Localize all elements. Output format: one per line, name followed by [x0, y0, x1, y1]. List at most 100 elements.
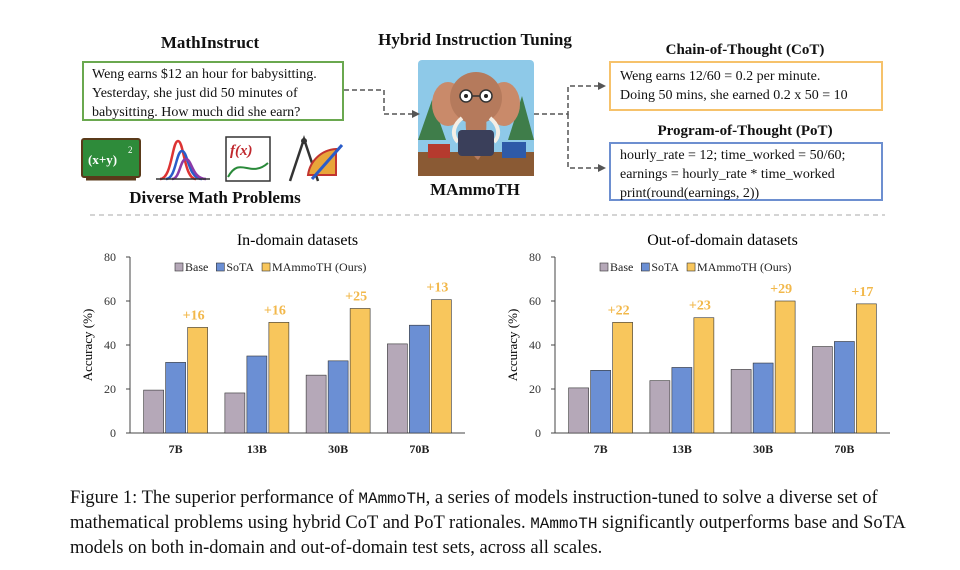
cot-title: Chain-of-Thought (CoT) — [665, 42, 825, 58]
pot-line-2: earnings = hourly_rate * time_worked — [620, 167, 835, 182]
geometry-tools-icon — [288, 135, 344, 182]
math-icons: (x+y) 2 f(x) — [80, 135, 350, 185]
cot-line-2: Doing 50 mins, she earned 0.2 x 50 = 10 — [620, 88, 848, 103]
chart-title: Out-of-domain datasets — [647, 232, 798, 249]
hybrid-tuning-title: Hybrid Instruction Tuning — [378, 30, 572, 49]
bar — [143, 389, 164, 434]
connector-arrows — [90, 82, 885, 216]
y-tick-label: 40 — [104, 338, 116, 352]
pot-line-1: hourly_rate = 12; time_worked = 50/60; — [620, 148, 846, 163]
bar — [856, 303, 877, 434]
formula-sup: 2 — [128, 145, 133, 155]
function-icon: f(x) — [225, 136, 271, 182]
gain-annotation: +23 — [689, 299, 711, 314]
y-tick-label: 20 — [529, 382, 541, 396]
bar — [431, 299, 452, 434]
caption-part-1: Figure 1: The superior performance of — [70, 488, 359, 508]
chalkboard-icon: (x+y) 2 — [81, 138, 141, 181]
bar — [774, 300, 796, 434]
x-tick-label: 7B — [169, 442, 183, 456]
legend-entry: SoTA — [651, 260, 679, 274]
caption-model-1: MAmmoTH — [358, 490, 426, 508]
bar — [812, 346, 833, 434]
bar — [649, 380, 671, 434]
x-tick-label: 13B — [247, 442, 267, 456]
legend-swatch — [174, 262, 184, 272]
legend-entry: SoTA — [226, 260, 254, 274]
bar — [327, 360, 349, 434]
x-tick-label: 7B — [594, 442, 608, 456]
question-box: Weng earns $12 an hour for babysitting. … — [82, 61, 344, 121]
y-tick-label: 0 — [110, 426, 116, 440]
mammoth-mascot-icon — [418, 60, 534, 176]
legend-swatch — [686, 262, 696, 272]
x-tick-label: 13B — [672, 442, 692, 456]
bar — [409, 324, 430, 434]
legend-entry: MAmmoTH (Ours) — [697, 260, 791, 274]
y-tick-label: 40 — [529, 338, 541, 352]
gain-annotation: +22 — [608, 303, 630, 318]
question-line-3: babysitting. How much did she earn? — [92, 105, 301, 120]
legend-swatch — [261, 262, 271, 272]
legend-swatch — [641, 262, 650, 272]
gain-annotation: +25 — [345, 289, 367, 304]
x-tick-label: 70B — [834, 442, 854, 456]
bar — [305, 374, 327, 434]
bar — [349, 308, 371, 434]
pot-line-3: print(round(earnings, 2)) — [620, 186, 760, 201]
gain-annotation: +17 — [851, 285, 873, 300]
gain-annotation: +29 — [770, 282, 792, 297]
gain-annotation: +16 — [264, 303, 286, 318]
bar — [730, 369, 752, 434]
figure-caption: Figure 1: The superior performance of MA… — [70, 486, 920, 560]
y-axis-label: Accuracy (%) — [80, 309, 95, 382]
bar — [165, 362, 186, 434]
formula-text: (x+y) — [88, 152, 117, 167]
question-line-2: Yesterday, she just did 50 minutes of — [92, 86, 298, 101]
y-axis-label: Accuracy (%) — [505, 309, 520, 382]
bar — [187, 327, 208, 434]
bar — [268, 322, 290, 434]
pot-title: Program-of-Thought (PoT) — [657, 123, 833, 139]
y-tick-label: 80 — [529, 250, 541, 264]
cot-line-1: Weng earns 12/60 = 0.2 per minute. — [620, 69, 821, 84]
y-tick-label: 80 — [104, 250, 116, 264]
x-tick-label: 70B — [409, 442, 429, 456]
legend-swatch — [216, 262, 225, 272]
x-tick-label: 30B — [753, 442, 773, 456]
legend-entry: MAmmoTH (Ours) — [272, 260, 366, 274]
mathinstruct-title: MathInstruct — [160, 33, 260, 52]
bar — [671, 367, 693, 434]
legend-entry: Base — [185, 260, 208, 274]
diverse-problems-label: Diverse Math Problems — [129, 188, 301, 207]
y-tick-label: 60 — [104, 294, 116, 308]
caption-part-3: significantly outperforms base and SoTA … — [70, 513, 905, 558]
bar — [246, 355, 268, 434]
pot-box: hourly_rate = 12; time_worked = 50/60; e… — [609, 142, 883, 201]
bar — [693, 317, 715, 434]
caption-model-2: MAmmoTH — [530, 515, 598, 533]
x-tick-label: 30B — [328, 442, 348, 456]
gain-annotation: +16 — [183, 308, 205, 323]
in-domain-chart: In-domain datasets Accuracy (%) 0 20 40 60 80 B… — [80, 232, 465, 456]
bar — [387, 343, 408, 434]
model-name-label: MAmmoTH — [430, 180, 520, 199]
chart-title: In-domain datasets — [237, 232, 358, 249]
bar — [612, 322, 633, 434]
gain-annotation: +13 — [426, 281, 448, 296]
bar — [224, 392, 246, 434]
question-line-1: Weng earns $12 an hour for babysitting. — [92, 67, 317, 82]
out-of-domain-chart: Out-of-domain datasets Accuracy (%) 0 20 40 6… — [505, 232, 890, 456]
bar — [834, 341, 855, 434]
legend-swatch — [599, 262, 609, 272]
bar — [568, 387, 589, 434]
y-tick-label: 20 — [104, 382, 116, 396]
caption-part-2: , a series of models instruction-tuned t… — [70, 488, 878, 533]
y-tick-label: 0 — [535, 426, 541, 440]
cot-box: Weng earns 12/60 = 0.2 per minute. Doing… — [609, 61, 883, 111]
legend-entry: Base — [610, 260, 633, 274]
bar — [590, 370, 611, 434]
distribution-icon — [156, 139, 210, 181]
bar — [752, 362, 774, 434]
y-tick-label: 60 — [529, 294, 541, 308]
